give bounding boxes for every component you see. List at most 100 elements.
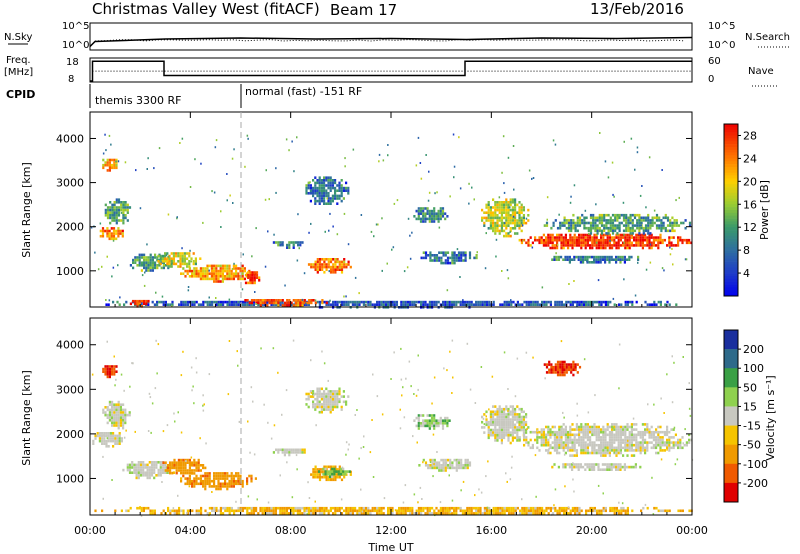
power-cell xyxy=(438,251,441,254)
velocity-cell xyxy=(331,467,334,471)
power-cell xyxy=(428,212,431,215)
power-cell xyxy=(430,220,434,223)
velocity-cell xyxy=(479,512,482,515)
power-noise-cell xyxy=(588,232,590,235)
power-cell xyxy=(422,212,425,215)
power-cell xyxy=(261,301,265,305)
power-cell xyxy=(446,259,450,262)
velocity-cell xyxy=(644,423,647,426)
power-cell xyxy=(195,300,198,304)
power-noise-cell xyxy=(370,230,373,233)
power-cell xyxy=(433,209,436,213)
velocity-cell xyxy=(246,512,249,515)
velocity-cell xyxy=(525,506,528,510)
power-cell xyxy=(584,238,587,242)
velocity-cell xyxy=(564,430,567,434)
velocity-cell xyxy=(571,468,574,471)
power-cell xyxy=(297,243,300,247)
power-cell xyxy=(172,254,175,258)
velocity-cell xyxy=(613,441,616,444)
velocity-cell xyxy=(155,466,158,469)
velocity-cell xyxy=(320,387,323,391)
velocity-cell xyxy=(646,425,649,429)
velocity-cell xyxy=(466,466,469,470)
power-cell xyxy=(321,258,324,261)
velocity-cell xyxy=(617,449,620,452)
power-cell xyxy=(545,241,548,245)
nsky-tick-lo: 10^0 xyxy=(62,40,89,51)
power-cell xyxy=(596,219,599,222)
power-cell xyxy=(511,206,514,209)
velocity-cell xyxy=(117,413,120,417)
power-cell xyxy=(450,300,453,304)
velocity-cell xyxy=(228,506,231,510)
power-cell xyxy=(573,233,576,237)
velocity-cell xyxy=(567,368,571,372)
velocity-cell xyxy=(564,463,567,466)
velocity-cell xyxy=(153,476,156,480)
velocity-cell xyxy=(161,466,165,469)
velocity-cell xyxy=(556,430,559,434)
velocity-cell xyxy=(111,365,114,368)
velocity-cell xyxy=(509,413,512,416)
velocity-cell xyxy=(444,509,447,513)
power-cell xyxy=(184,275,187,278)
velocity-cell xyxy=(595,449,598,452)
velocity-cell xyxy=(593,441,596,444)
power-cell xyxy=(102,158,105,162)
power-cell xyxy=(334,265,337,269)
velocity-cell xyxy=(290,451,293,454)
power-cell xyxy=(122,206,125,209)
velocity-cell xyxy=(334,506,337,510)
velocity-cell xyxy=(511,423,514,427)
velocity-cell xyxy=(542,438,545,442)
velocity-noise-cell xyxy=(554,488,557,491)
power-cell xyxy=(435,217,438,221)
power-cell xyxy=(622,241,625,245)
velocity-cell xyxy=(204,477,207,480)
velocity-cell xyxy=(221,474,224,478)
velocity-cell xyxy=(611,509,614,513)
power-cell xyxy=(235,275,238,278)
power-cell xyxy=(389,300,392,304)
velocity-cell xyxy=(558,441,561,444)
velocity-cell xyxy=(197,466,200,470)
velocity-cell xyxy=(580,438,583,442)
power-cell xyxy=(332,265,335,269)
velocity-cell xyxy=(668,441,671,444)
velocity-cell xyxy=(118,442,121,445)
velocity-cell xyxy=(485,418,488,421)
power-cell xyxy=(112,232,116,235)
power-cell xyxy=(644,244,647,247)
power-cell xyxy=(149,264,152,267)
power-cell xyxy=(118,303,121,306)
power-cell xyxy=(235,272,238,275)
power-cell xyxy=(655,303,658,306)
velocity-cell xyxy=(184,469,187,472)
velocity-cell xyxy=(331,405,334,409)
power-cell xyxy=(637,241,640,245)
power-cell xyxy=(624,236,627,239)
velocity-cell xyxy=(211,509,214,513)
velocity-cell xyxy=(446,466,450,470)
velocity-cell xyxy=(509,426,512,429)
nave-tick-lo: 0 xyxy=(708,74,714,85)
power-cell xyxy=(316,181,319,185)
velocity-cell xyxy=(246,506,249,510)
power-cell xyxy=(593,233,596,237)
power-cell xyxy=(122,211,125,214)
power-cell xyxy=(589,229,593,233)
velocity-cell xyxy=(325,387,328,391)
power-noise-cell xyxy=(153,167,155,170)
velocity-cell xyxy=(571,449,574,452)
velocity-cell xyxy=(571,433,574,437)
ytick-label: 1000 xyxy=(56,265,84,278)
power-cell xyxy=(679,238,682,242)
velocity-cell xyxy=(672,441,675,444)
velocity-cell xyxy=(586,428,589,431)
velocity-cell xyxy=(485,423,488,427)
power-cell xyxy=(593,258,596,261)
power-cell xyxy=(606,236,609,239)
velocity-cell xyxy=(498,410,501,414)
velocity-cell xyxy=(137,476,140,480)
